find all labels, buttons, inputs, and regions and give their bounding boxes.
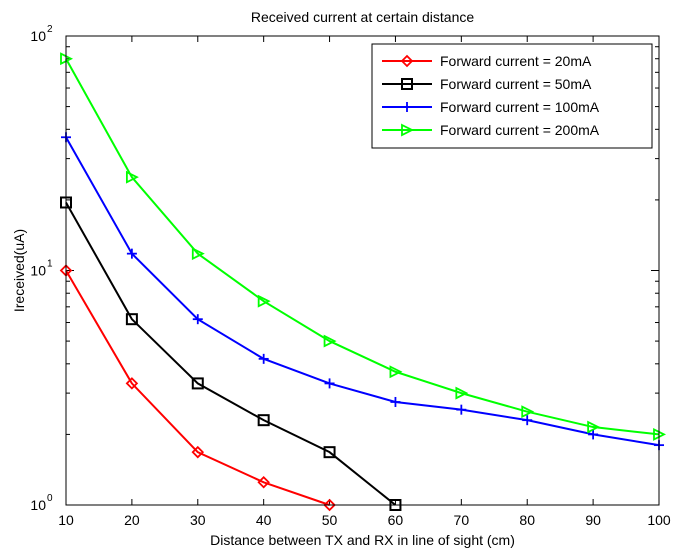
series-layer xyxy=(59,52,667,512)
plus-marker xyxy=(402,102,412,112)
y-tick-base: 10 xyxy=(30,497,46,513)
y-tick-exponent: 2 xyxy=(47,24,53,35)
diamond-marker xyxy=(400,54,414,68)
x-tick-label: 100 xyxy=(647,512,671,528)
legend-entry: Forward current = 50mA xyxy=(382,76,592,92)
triangle-marker xyxy=(587,420,601,434)
diamond-marker xyxy=(323,498,336,512)
square-marker xyxy=(257,414,270,427)
triangle-marker xyxy=(389,365,403,379)
x-tick-label: 30 xyxy=(190,512,206,528)
square-marker xyxy=(323,446,336,459)
triangle-marker xyxy=(521,405,535,419)
series-3 xyxy=(60,52,667,441)
plus-marker xyxy=(390,396,401,407)
legend-entry: Forward current = 200mA xyxy=(382,122,600,138)
y-tick-exponent: 1 xyxy=(47,259,53,270)
plus-marker xyxy=(192,314,203,325)
legend-label: Forward current = 20mA xyxy=(440,53,592,69)
triangle-marker xyxy=(401,123,415,137)
series-2 xyxy=(61,132,664,451)
legend-label: Forward current = 200mA xyxy=(440,122,600,138)
square-marker xyxy=(191,377,204,390)
diamond-marker xyxy=(257,476,270,489)
diamond-marker xyxy=(191,445,205,459)
series-line xyxy=(65,269,330,506)
y-tick-base: 10 xyxy=(30,263,46,279)
x-tick-label: 60 xyxy=(388,512,404,528)
legend-entry: Forward current = 20mA xyxy=(382,53,592,69)
y-axis-label: Ireceived(uA) xyxy=(11,229,27,312)
square-marker xyxy=(125,313,138,326)
series-line xyxy=(65,201,397,506)
legend-label: Forward current = 100mA xyxy=(440,99,600,115)
plus-marker xyxy=(324,378,335,389)
x-tick-label: 50 xyxy=(322,512,338,528)
plot-border xyxy=(65,35,660,506)
plus-marker xyxy=(522,415,533,426)
diamond-marker xyxy=(125,377,139,390)
plus-marker xyxy=(456,404,467,415)
y-tick-exponent: 0 xyxy=(47,493,53,504)
triangle-marker xyxy=(323,334,337,348)
triangle-marker xyxy=(455,386,469,400)
x-tick-label: 10 xyxy=(58,512,74,528)
y-tick-label: 10 2 xyxy=(30,24,53,44)
triangle-marker xyxy=(257,294,271,308)
series-line xyxy=(65,136,660,447)
plus-marker xyxy=(258,353,269,364)
x-tick-label: 90 xyxy=(585,512,601,528)
legend: Forward current = 20mA Forward current = … xyxy=(371,43,653,149)
y-tick-label: 10 1 xyxy=(30,259,53,279)
triangle-marker xyxy=(191,247,205,261)
legend-entry: Forward current = 100mA xyxy=(382,99,600,115)
triangle-marker xyxy=(125,170,139,184)
chart-title: Received current at certain distance xyxy=(251,9,475,25)
square-marker xyxy=(401,78,413,90)
plus-marker xyxy=(588,429,599,440)
y-tick-base: 10 xyxy=(30,28,46,44)
series-line xyxy=(65,58,660,436)
x-tick-label: 80 xyxy=(519,512,535,528)
x-tick-label: 20 xyxy=(124,512,140,528)
x-tick-label: 70 xyxy=(454,512,470,528)
plus-marker xyxy=(126,248,137,259)
x-axis-label: Distance between TX and RX in line of si… xyxy=(210,532,515,548)
y-tick-label: 10 0 xyxy=(30,493,53,513)
x-tick-label: 40 xyxy=(256,512,272,528)
legend-label: Forward current = 50mA xyxy=(440,76,592,92)
